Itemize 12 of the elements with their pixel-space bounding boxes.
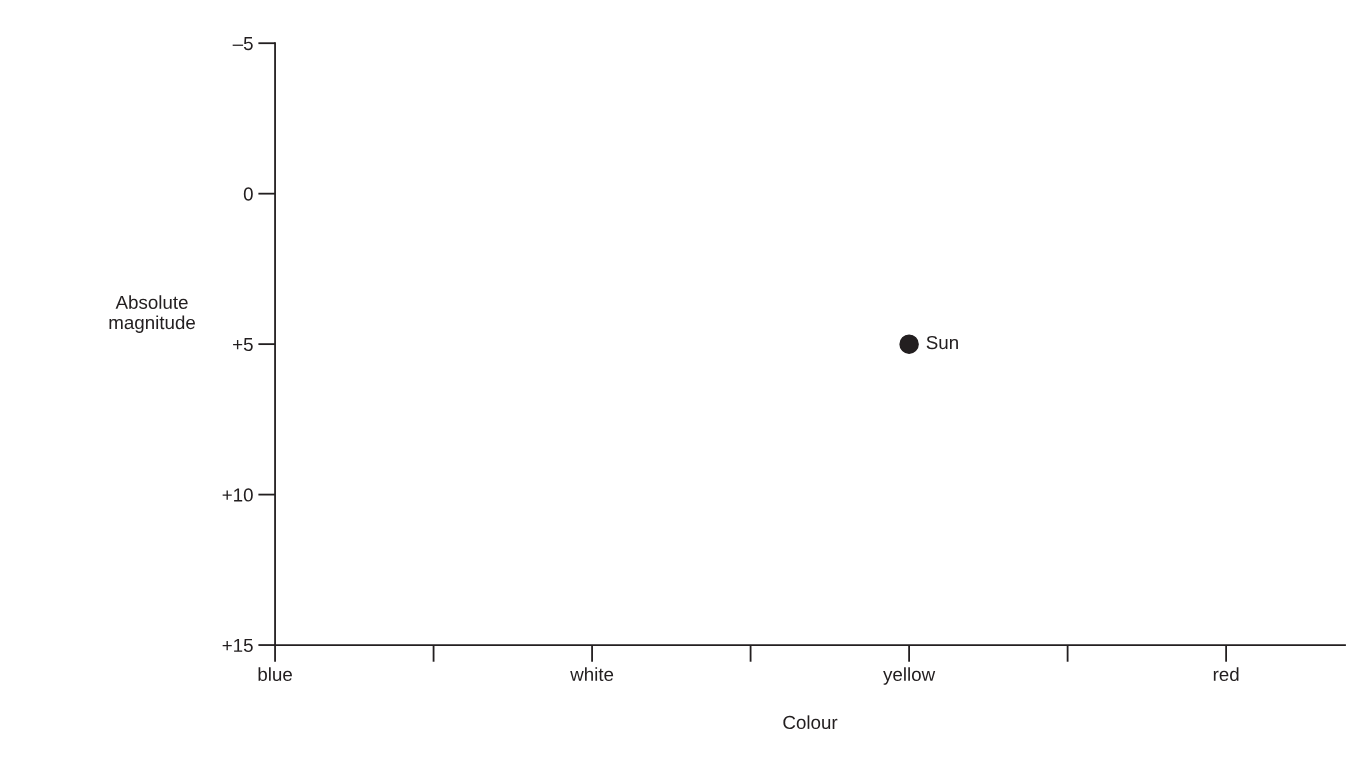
y-tick-label: +15: [222, 638, 253, 653]
x-tick-label: blue: [258, 667, 292, 682]
y-tick-label: –5: [232, 37, 253, 51]
series-label: Sun: [926, 335, 958, 350]
y-tick-label: +10: [222, 488, 253, 502]
y-tick-label: +5: [233, 338, 253, 352]
x-axis-title: Colour: [783, 715, 838, 730]
x-tick-label: red: [1213, 667, 1239, 682]
x-tick-label: yellow: [883, 667, 936, 685]
y-tick-label: 0: [243, 187, 253, 201]
x-tick-label: white: [570, 667, 614, 682]
y-axis-title: Absolute magnitude: [109, 295, 195, 333]
